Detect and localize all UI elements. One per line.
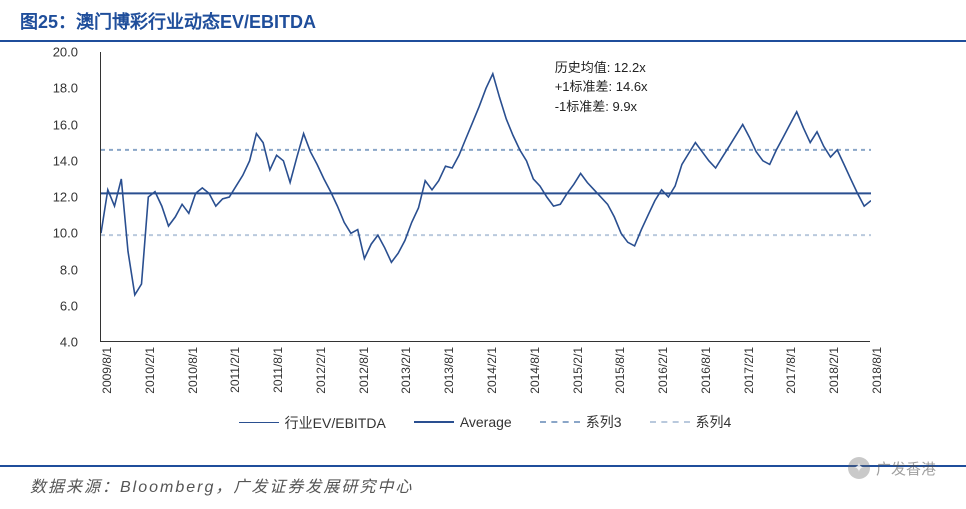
plot-svg [101,52,871,342]
figure-title-bar: 图25：澳门博彩行业动态EV/EBITDA [0,0,966,42]
x-tick-label: 2016/2/1 [656,347,670,394]
legend-label: 系列4 [696,412,732,432]
annotation-line: +1标准差: 14.6x [555,77,648,97]
y-tick-label: 12.0 [53,190,78,205]
x-tick-label: 2010/2/1 [143,347,157,394]
x-tick-label: 2017/2/1 [742,347,756,394]
legend-item: 行业EV/EBITDA [239,413,386,433]
y-tick-label: 4.0 [60,335,78,350]
figure-title: 图25：澳门博彩行业动态EV/EBITDA [20,12,316,32]
annotation-box: 历史均值: 12.2x+1标准差: 14.6x-1标准差: 9.9x [555,58,648,117]
x-tick-label: 2009/8/1 [100,347,114,394]
legend-item: 系列3 [540,412,622,432]
wechat-icon: ✦ [848,457,870,479]
x-tick-label: 2014/8/1 [528,347,542,394]
x-tick-label: 2013/8/1 [442,347,456,394]
x-tick-label: 2014/2/1 [485,347,499,394]
watermark-text: 广发香港 [876,458,936,479]
y-axis: 4.06.08.010.012.014.016.018.020.0 [40,52,90,342]
x-tick-label: 2015/8/1 [613,347,627,394]
y-tick-label: 6.0 [60,298,78,313]
annotation-line: -1标准差: 9.9x [555,97,648,117]
legend-item: 系列4 [650,412,732,432]
x-tick-label: 2015/2/1 [571,347,585,394]
watermark: ✦ 广发香港 [848,457,936,479]
legend-swatch [650,421,690,423]
legend-swatch [239,422,279,423]
y-tick-label: 18.0 [53,81,78,96]
x-tick-label: 2012/8/1 [357,347,371,394]
legend-swatch [540,421,580,423]
y-tick-label: 20.0 [53,45,78,60]
x-tick-label: 2018/2/1 [827,347,841,394]
plot-region: 历史均值: 12.2x+1标准差: 14.6x-1标准差: 9.9x [100,52,870,342]
y-tick-label: 10.0 [53,226,78,241]
x-tick-label: 2013/2/1 [399,347,413,394]
annotation-line: 历史均值: 12.2x [555,58,648,78]
chart-area: 4.06.08.010.012.014.016.018.020.0 历史均值: … [50,52,920,432]
legend-item: Average [414,414,512,430]
legend-swatch [414,421,454,423]
x-tick-label: 2011/2/1 [228,347,242,393]
x-tick-label: 2018/8/1 [870,347,884,394]
y-tick-label: 16.0 [53,117,78,132]
source-footer: 数据来源：Bloomberg，广发证券发展研究中心 [0,465,966,497]
x-tick-label: 2016/8/1 [699,347,713,394]
x-tick-label: 2012/2/1 [314,347,328,394]
x-tick-label: 2017/8/1 [784,347,798,394]
y-tick-label: 14.0 [53,153,78,168]
legend: 行业EV/EBITDA Average 系列3 系列4 [100,410,870,433]
x-tick-label: 2011/8/1 [271,347,285,393]
x-tick-label: 2010/8/1 [186,347,200,394]
y-tick-label: 8.0 [60,262,78,277]
legend-label: 行业EV/EBITDA [285,413,386,433]
legend-label: 系列3 [586,412,622,432]
legend-label: Average [460,414,512,430]
x-axis: 2009/8/1 2010/2/1 2010/8/1 2011/2/1 2011/8/1… [100,347,870,417]
